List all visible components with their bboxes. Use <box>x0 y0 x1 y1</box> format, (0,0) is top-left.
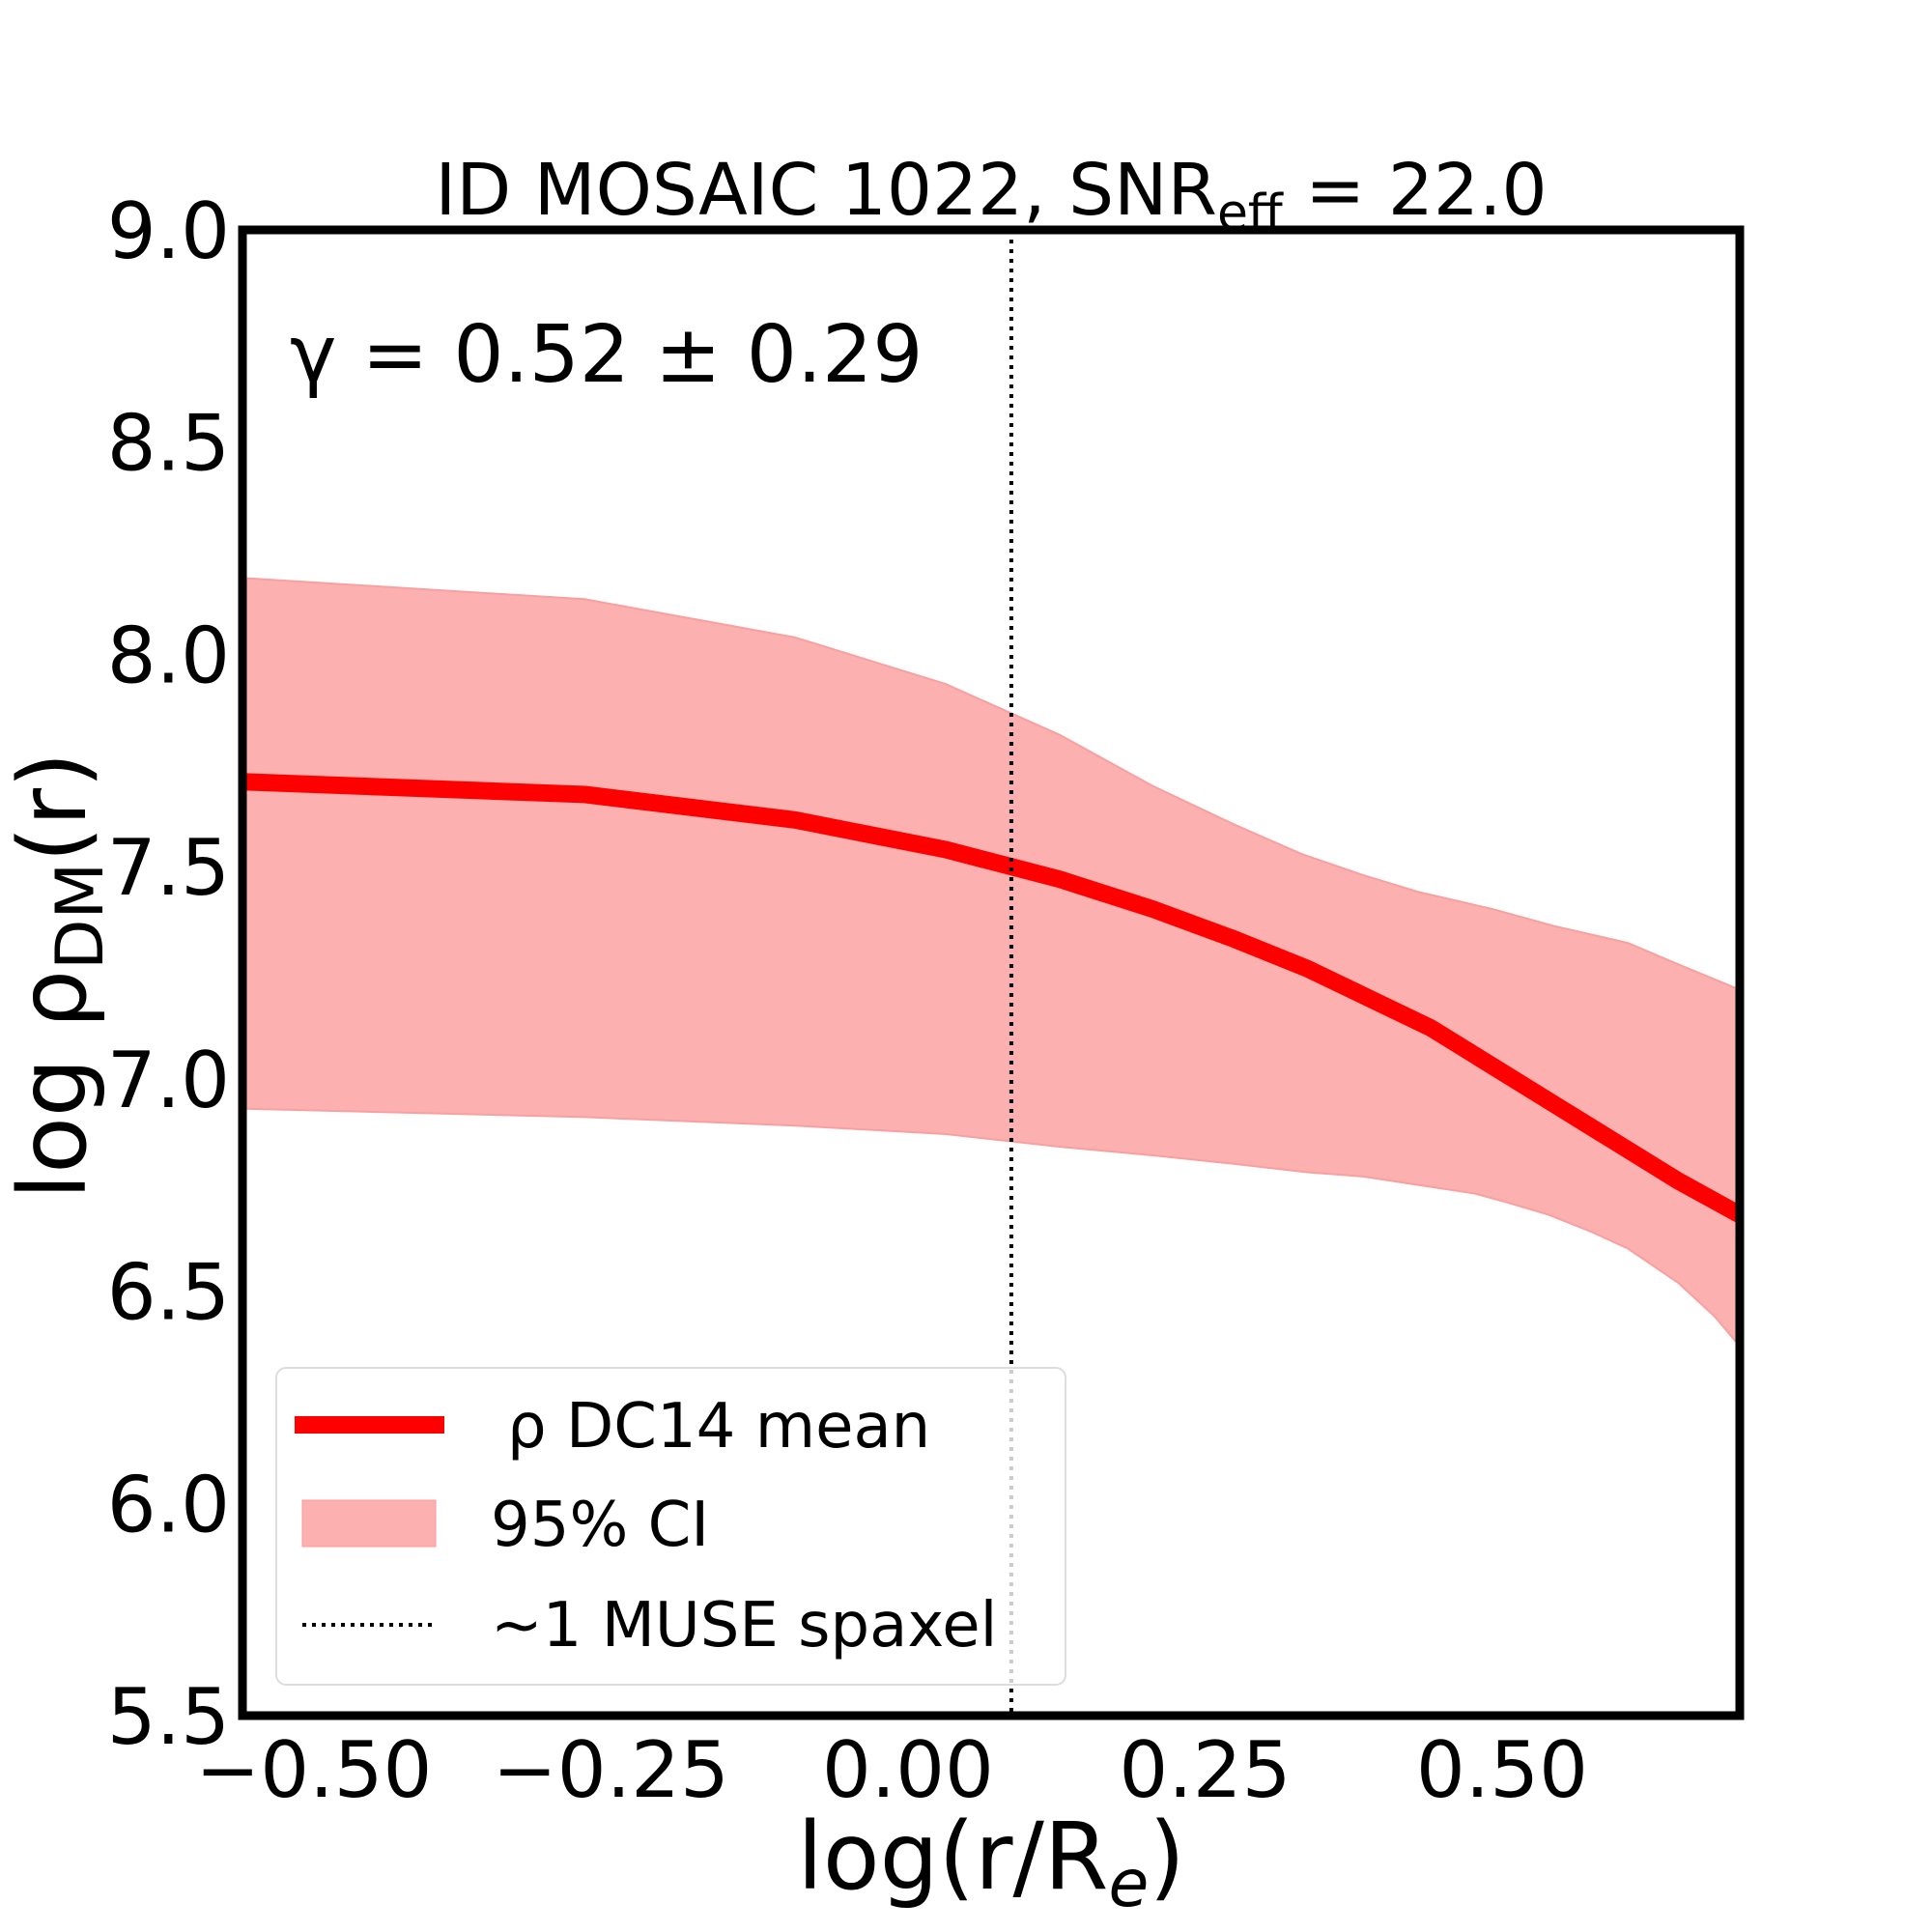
y-tick-label: 7.5 <box>107 823 230 913</box>
legend-ci-swatch <box>301 1499 437 1548</box>
axes-frame <box>238 225 1745 1720</box>
y-tick-label: 6.0 <box>107 1460 230 1549</box>
y-tick-label: 8.5 <box>107 399 230 489</box>
ci-band <box>242 577 1741 1350</box>
legend: ρ DC14 mean 95% CI ~1 MUSE spaxel <box>275 1367 1066 1686</box>
legend-box <box>275 1367 1066 1686</box>
gamma-annotation: γ = 0.52 ± 0.29 <box>290 309 923 401</box>
legend-ci-label: 95% CI <box>491 1490 709 1561</box>
legend-spaxel-label: ~1 MUSE spaxel <box>491 1590 997 1662</box>
x-tick-label: −0.25 <box>493 1725 729 1815</box>
mean-line <box>242 773 1745 1223</box>
y-tick-label: 8.0 <box>107 611 230 700</box>
chart-title: ID MOSAIC 1022, SNReff = 22.0 <box>435 149 1547 242</box>
y-tick-label: 7.0 <box>107 1036 230 1125</box>
legend-mean-label: ρ DC14 mean <box>507 1391 930 1463</box>
y-tick-label: 6.5 <box>107 1248 230 1338</box>
x-tick-label: 0.25 <box>1119 1725 1291 1815</box>
y-axis-label: log ρDM(r) <box>0 752 119 1199</box>
x-tick-label: 0.50 <box>1416 1725 1588 1815</box>
x-tick-label: −0.50 <box>195 1725 432 1815</box>
y-tick-label: 5.5 <box>107 1672 230 1762</box>
x-axis-label: log(r/Re) <box>797 1803 1185 1922</box>
tick-labels: −0.50 −0.25 0.00 0.25 0.50 5.5 6.0 6.5 7.0 7.5 8.0… <box>107 186 1588 1815</box>
x-tick-label: 0.00 <box>822 1725 994 1815</box>
y-tick-label: 9.0 <box>107 186 230 276</box>
